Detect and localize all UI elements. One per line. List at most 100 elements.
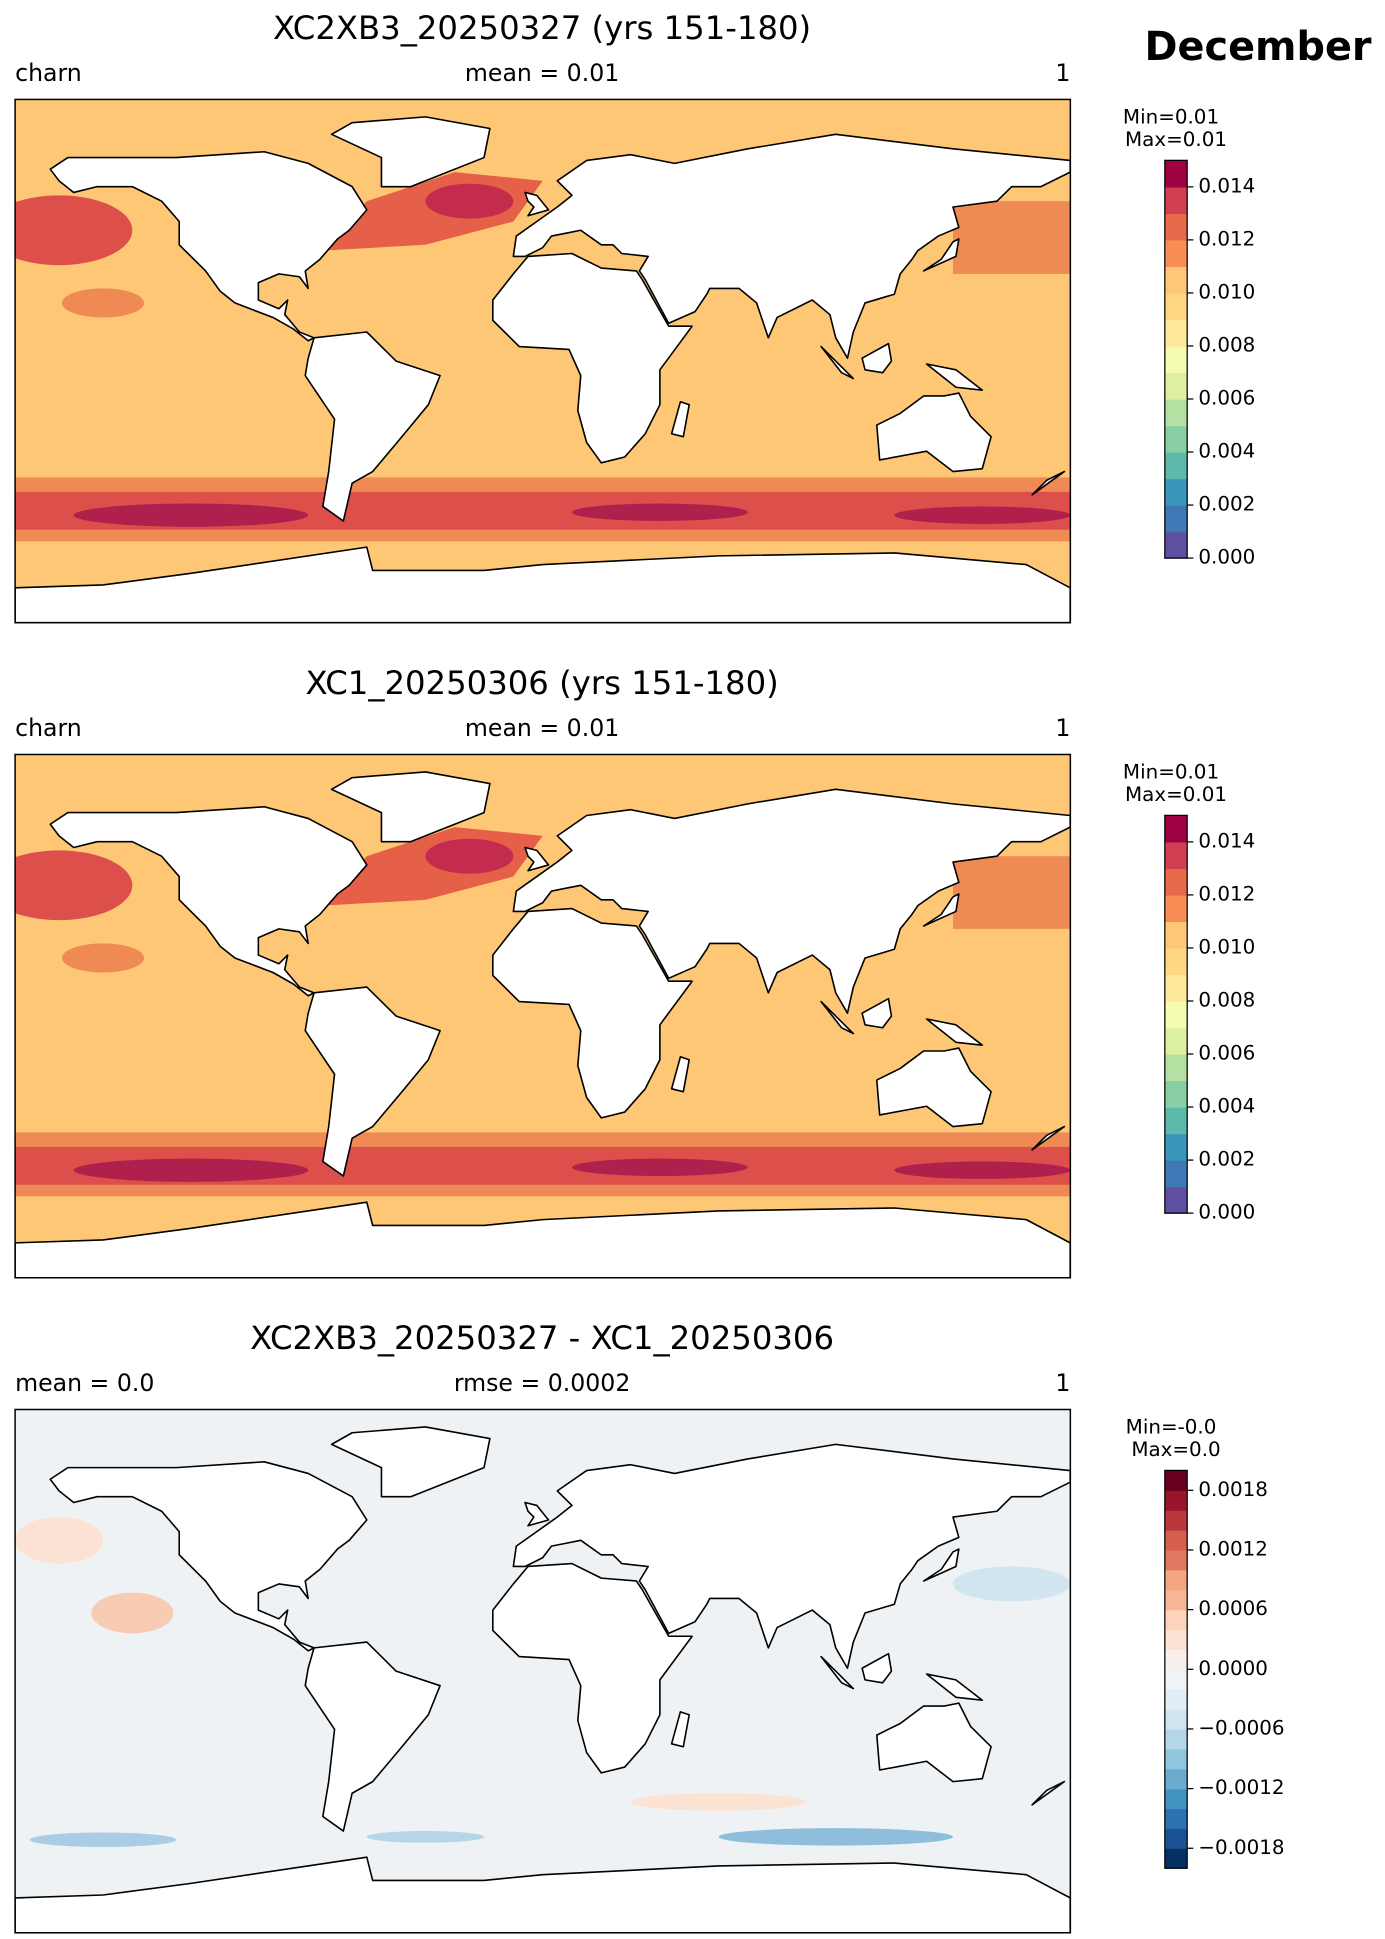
- colorbar-tick-label: 0.002: [1198, 1148, 1255, 1171]
- colorbar-tick-label: 0.0006: [1198, 1597, 1268, 1620]
- colorbar-bin: [1164, 1054, 1188, 1082]
- colorbar-bin: [1164, 1808, 1188, 1829]
- colorbar-bin: [1164, 1848, 1188, 1869]
- colorbar-bin: [1164, 1530, 1188, 1551]
- colorbar-bin: [1164, 1470, 1188, 1491]
- colorbar-tick-label: 0.0012: [1198, 1537, 1268, 1560]
- colorbar-tick-label: −0.0012: [1198, 1776, 1284, 1799]
- colorbar-bin: [1164, 947, 1188, 976]
- colorbar-bin: [1164, 372, 1188, 400]
- colorbar-tick-label: 0.0000: [1198, 1657, 1268, 1680]
- colorbar-tick-label: 0.000: [1198, 1201, 1255, 1224]
- colorbar-tick-label: 0.010: [1198, 280, 1255, 303]
- colorbar-tick-label: 0.0018: [1198, 1478, 1268, 1501]
- panel-title: XC1_20250306 (yrs 151-180): [305, 664, 778, 702]
- colorbar-bin: [1164, 894, 1188, 923]
- map-panel: [15, 99, 1070, 623]
- map-frame: [14, 753, 1072, 1279]
- left-label: charn: [15, 59, 82, 87]
- colorbar-tick-label: 0.014: [1198, 174, 1255, 197]
- map-panel: [14, 753, 1072, 1279]
- colorbar-tick-label: −0.0006: [1198, 1716, 1284, 1739]
- colorbar-bin: [1164, 921, 1188, 949]
- colorbar-tick-label: 0.010: [1198, 935, 1255, 958]
- colorbar-tick-label: 0.006: [1198, 1042, 1255, 1065]
- colorbar-bin: [1164, 1186, 1188, 1214]
- colorbar-bin: [1164, 1629, 1188, 1651]
- left-label: mean = 0.0: [15, 1369, 154, 1397]
- max-label: Max=0.0: [1131, 1438, 1220, 1461]
- map-frame: [14, 1408, 1072, 1934]
- colorbar-tick-label: 0.008: [1198, 988, 1255, 1011]
- colorbar-bin: [1164, 478, 1188, 506]
- colorbar-bin: [1164, 1549, 1188, 1571]
- min-label: Min=-0.0: [1126, 1416, 1217, 1439]
- colorbar-bin: [1164, 239, 1188, 268]
- colorbar-bin: [1164, 1510, 1188, 1531]
- colorbar-bin: [1164, 1107, 1188, 1135]
- colorbar-frame: [1164, 814, 1188, 1214]
- colorbar-bin: [1164, 1080, 1188, 1108]
- figure-title: December: [1145, 24, 1372, 70]
- colorbar-bin: [1164, 1589, 1188, 1611]
- colorbar-bin: [1164, 1160, 1188, 1188]
- right-label: 1: [1055, 714, 1070, 742]
- colorbar-tick-label: 0.004: [1198, 1095, 1255, 1118]
- colorbar-bin: [1164, 1609, 1188, 1631]
- colorbar-bin: [1164, 186, 1188, 214]
- colorbar-bin: [1164, 1027, 1188, 1055]
- colorbar-bin: [1164, 345, 1188, 374]
- colorbar-frame: [1164, 159, 1188, 559]
- colorbar-bin: [1164, 1490, 1188, 1511]
- colorbar-bin: [1164, 815, 1188, 843]
- map-panel: [14, 1408, 1072, 1934]
- min-label: Min=0.01: [1123, 761, 1219, 784]
- center-label: mean = 0.01: [465, 59, 619, 87]
- max-label: Max=0.01: [1125, 128, 1227, 151]
- left-label: charn: [15, 714, 82, 742]
- max-label: Max=0.01: [1125, 783, 1227, 806]
- colorbar-bin: [1164, 1000, 1188, 1029]
- colorbar-bin: [1164, 1649, 1188, 1670]
- colorbar-bin: [1164, 292, 1188, 321]
- colorbar-bin: [1164, 1728, 1188, 1750]
- colorbar-tick-label: 0.002: [1198, 493, 1255, 516]
- colorbar-bin: [1164, 1788, 1188, 1810]
- colorbar-tick-label: 0.008: [1198, 333, 1255, 356]
- colorbar-bin: [1164, 1709, 1188, 1730]
- colorbar-bin: [1164, 1669, 1188, 1690]
- colorbar-bin: [1164, 1689, 1188, 1710]
- colorbar-bin: [1164, 398, 1188, 427]
- panel-title: XC2XB3_20250327 - XC1_20250306: [250, 1319, 834, 1357]
- colorbar-tick-label: 0.006: [1198, 386, 1255, 409]
- colorbar-bin: [1164, 1133, 1188, 1161]
- colorbar-bin: [1164, 974, 1188, 1002]
- map-frame: [14, 98, 1072, 624]
- colorbar-tick-label: −0.0018: [1198, 1836, 1284, 1859]
- colorbar-tick-label: 0.014: [1198, 829, 1255, 852]
- colorbar-bin: [1164, 868, 1188, 896]
- colorbar-bin: [1164, 1828, 1188, 1849]
- center-label: rmse = 0.0002: [454, 1369, 631, 1397]
- colorbar-bin: [1164, 841, 1188, 870]
- colorbar-bin: [1164, 425, 1188, 453]
- colorbar-bin: [1164, 1748, 1188, 1770]
- colorbar-tick-label: 0.012: [1198, 227, 1255, 250]
- colorbar-bin: [1164, 266, 1188, 294]
- colorbar-bin: [1164, 213, 1188, 241]
- min-label: Min=0.01: [1123, 106, 1219, 129]
- colorbar-bin: [1164, 452, 1188, 480]
- colorbar-tick-label: 0.012: [1198, 882, 1255, 905]
- colorbar-bin: [1164, 1569, 1188, 1591]
- colorbar-bin: [1164, 160, 1188, 188]
- colorbar-tick-label: 0.004: [1198, 440, 1255, 463]
- right-label: 1: [1055, 1369, 1070, 1397]
- colorbar-bin: [1164, 319, 1188, 347]
- colorbar-bin: [1164, 1768, 1188, 1790]
- right-label: 1: [1055, 59, 1070, 87]
- center-label: mean = 0.01: [465, 714, 619, 742]
- colorbar-tick-label: 0.000: [1198, 546, 1255, 569]
- colorbar-bin: [1164, 531, 1188, 559]
- panel-title: XC2XB3_20250327 (yrs 151-180): [273, 9, 811, 47]
